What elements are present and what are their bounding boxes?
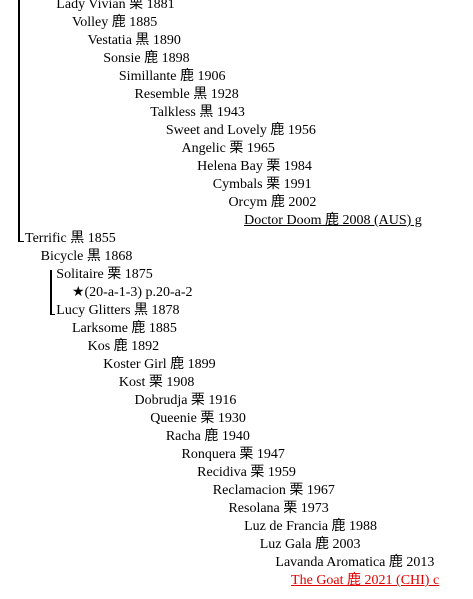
pedigree-entry: Lucy Glitters 黒 1878 [56,303,180,318]
pedigree-entry: Queenie 栗 1930 [150,411,246,426]
pedigree-entry: Sonsie 鹿 1898 [103,51,190,66]
pedigree-entry: Terrific 黒 1855 [25,231,116,246]
pedigree-entry: Angelic 栗 1965 [181,141,275,156]
pedigree-entry: Recidiva 栗 1959 [197,465,296,480]
connector-line [18,0,20,242]
pedigree-entry: Larksome 鹿 1885 [71,321,177,336]
pedigree-entry: Luz Gala 鹿 2003 [259,537,361,552]
connector-line [50,314,55,315]
connector-line [18,241,24,242]
pedigree-entry: Resolana 栗 1973 [228,501,329,516]
pedigree-entry: Koster Girl 鹿 1899 [103,357,216,372]
pedigree-entry: Vestatia 黒 1890 [87,33,181,48]
pedigree-entry: Racha 鹿 1940 [165,429,250,444]
pedigree-entry: Dobrudja 栗 1916 [134,393,237,408]
pedigree-entry: Lady Vivian 栗 1881 [56,0,175,12]
pedigree-entry: Sweet and Lovely 鹿 1956 [165,123,316,138]
pedigree-entry: Volley 鹿 1885 [71,15,158,30]
pedigree-entry: Resemble 黒 1928 [134,87,239,102]
pedigree-entry: Orcym 鹿 2002 [228,195,317,210]
pedigree-entry: Kost 栗 1908 [118,375,195,390]
pedigree-entry: Ronquera 栗 1947 [181,447,285,462]
pedigree-entry: Bicycle 黒 1868 [40,249,133,264]
pedigree-entry: Kos 鹿 1892 [87,339,160,354]
pedigree-entry: Helena Bay 栗 1984 [197,159,312,174]
pedigree-entry: Talkless 黒 1943 [150,105,245,120]
connector-line [50,270,52,315]
pedigree-entry: Doctor Doom 鹿 2008 (AUS) g [244,213,422,228]
pedigree-entry: Simillante 鹿 1906 [118,69,226,84]
pedigree-entry: Luz de Francia 鹿 1988 [244,519,378,534]
pedigree-entry: The Goat 鹿 2021 (CHI) c [291,573,440,588]
pedigree-entry: Lavanda Aromatica 鹿 2013 [275,555,435,570]
pedigree-entry: Cymbals 栗 1991 [212,177,312,192]
pedigree-entry: ★(20-a-1-3) p.20-a-2 [71,285,193,300]
pedigree-entry: Solitaire 栗 1875 [56,267,153,282]
pedigree-entry: Reclamacion 栗 1967 [212,483,335,498]
